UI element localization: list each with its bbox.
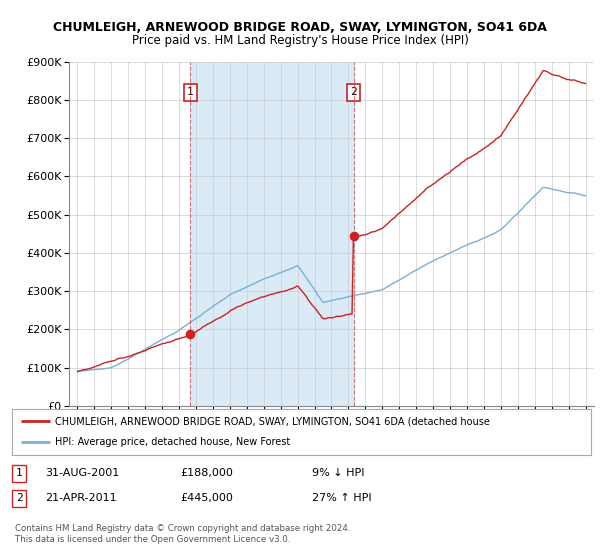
Text: 9% ↓ HPI: 9% ↓ HPI	[312, 468, 365, 478]
Text: Price paid vs. HM Land Registry's House Price Index (HPI): Price paid vs. HM Land Registry's House …	[131, 34, 469, 46]
Text: 1: 1	[16, 468, 23, 478]
Text: CHUMLEIGH, ARNEWOOD BRIDGE ROAD, SWAY, LYMINGTON, SO41 6DA (detached house: CHUMLEIGH, ARNEWOOD BRIDGE ROAD, SWAY, L…	[55, 416, 490, 426]
Text: 1: 1	[187, 87, 194, 97]
Text: 27% ↑ HPI: 27% ↑ HPI	[312, 493, 371, 503]
Text: CHUMLEIGH, ARNEWOOD BRIDGE ROAD, SWAY, LYMINGTON, SO41 6DA: CHUMLEIGH, ARNEWOOD BRIDGE ROAD, SWAY, L…	[53, 21, 547, 34]
Point	[185, 330, 195, 339]
Text: £445,000: £445,000	[180, 493, 233, 503]
Text: 31-AUG-2001: 31-AUG-2001	[45, 468, 119, 478]
Bar	[190, 62, 353, 406]
Text: 2: 2	[350, 87, 357, 97]
Text: This data is licensed under the Open Government Licence v3.0.: This data is licensed under the Open Gov…	[15, 535, 290, 544]
Text: £188,000: £188,000	[180, 468, 233, 478]
Text: 2: 2	[16, 493, 23, 503]
Point	[349, 231, 358, 240]
Text: 21-APR-2011: 21-APR-2011	[45, 493, 116, 503]
Text: Contains HM Land Registry data © Crown copyright and database right 2024.: Contains HM Land Registry data © Crown c…	[15, 524, 350, 533]
Text: HPI: Average price, detached house, New Forest: HPI: Average price, detached house, New …	[55, 437, 290, 447]
